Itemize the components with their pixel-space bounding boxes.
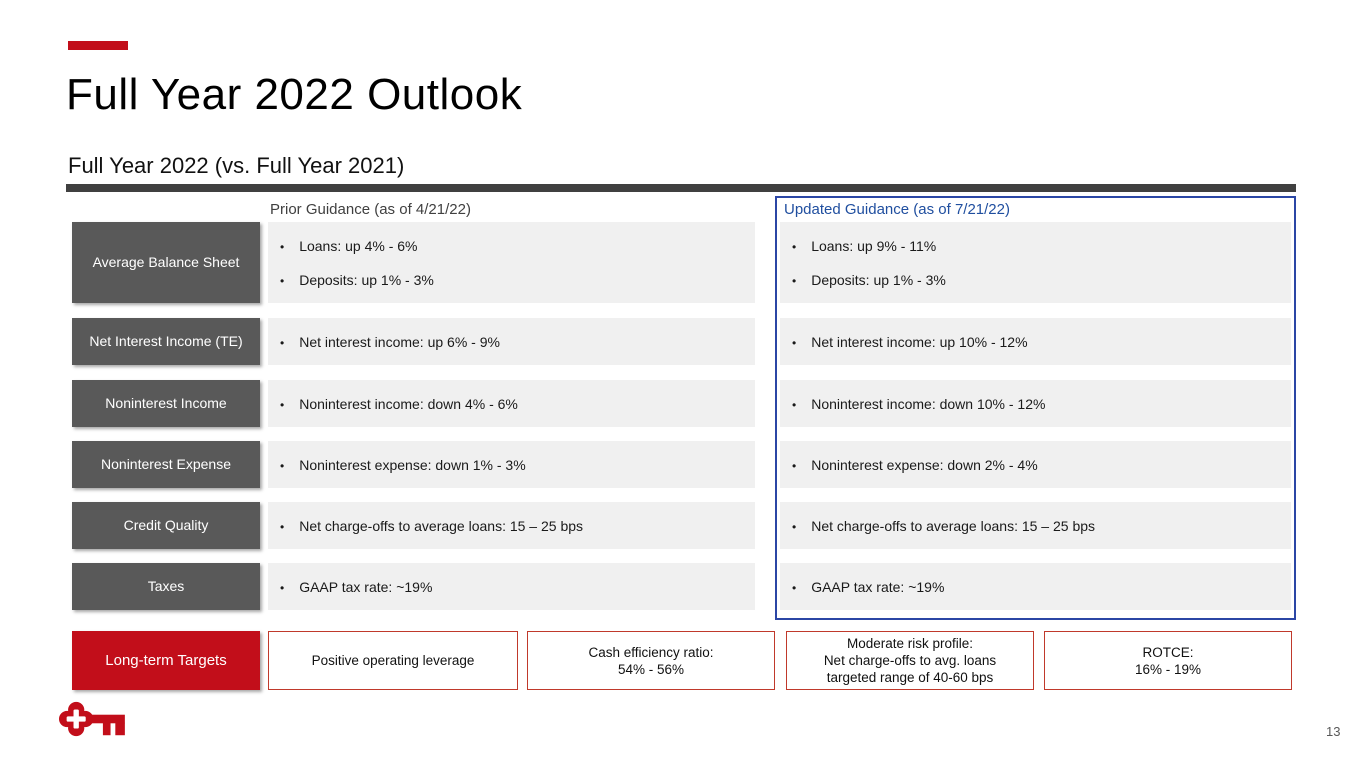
cell-updated-taxes: GAAP tax rate: ~19% — [780, 563, 1291, 610]
cell-updated-net-interest-income: Net interest income: up 10% - 12% — [780, 318, 1291, 365]
cell-prior-average-balance-sheet: Loans: up 4% - 6% Deposits: up 1% - 3% — [268, 222, 755, 303]
target-moderate-risk-profile: Moderate risk profile: Net charge-offs t… — [786, 631, 1034, 690]
cell-prior-net-interest-income: Net interest income: up 6% - 9% — [268, 318, 755, 365]
target-line: 16% - 19% — [1134, 661, 1202, 677]
target-line: Cash efficiency ratio: — [588, 644, 714, 660]
row-label-credit-quality: Credit Quality — [72, 502, 260, 549]
cell-prior-noninterest-income: Noninterest income: down 4% - 6% — [268, 380, 755, 427]
target-cash-efficiency-ratio: Cash efficiency ratio: 54% - 56% — [527, 631, 775, 690]
bullet-item: Loans: up 4% - 6% — [268, 238, 755, 254]
cell-prior-taxes: GAAP tax rate: ~19% — [268, 563, 755, 610]
cell-updated-average-balance-sheet: Loans: up 9% - 11% Deposits: up 1% - 3% — [780, 222, 1291, 303]
bullet-item: Loans: up 9% - 11% — [780, 238, 1291, 254]
target-line: targeted range of 40-60 bps — [826, 670, 994, 685]
target-positive-operating-leverage: Positive operating leverage — [268, 631, 518, 690]
bullet-item: Deposits: up 1% - 3% — [268, 272, 755, 288]
bullet-item: GAAP tax rate: ~19% — [268, 579, 755, 595]
row-label-net-interest-income: Net Interest Income (TE) — [72, 318, 260, 365]
bullet-item: Net interest income: up 6% - 9% — [268, 334, 755, 350]
row-label-noninterest-expense: Noninterest Expense — [72, 441, 260, 488]
updated-guidance-highlight-box — [775, 196, 1296, 620]
slide-subtitle: Full Year 2022 (vs. Full Year 2021) — [68, 153, 405, 178]
page-title: Full Year 2022 Outlook — [66, 70, 523, 119]
target-rotce: ROTCE: 16% - 19% — [1044, 631, 1292, 690]
divider-bar — [66, 184, 1296, 192]
cell-prior-credit-quality: Net charge-offs to average loans: 15 – 2… — [268, 502, 755, 549]
accent-dash — [68, 41, 128, 50]
bullet-item: Deposits: up 1% - 3% — [780, 272, 1291, 288]
target-line: Net charge-offs to avg. loans — [823, 653, 997, 668]
cell-prior-noninterest-expense: Noninterest expense: down 1% - 3% — [268, 441, 755, 488]
bullet-item: Net interest income: up 10% - 12% — [780, 334, 1291, 350]
target-line: Positive operating leverage — [311, 653, 475, 668]
row-label-taxes: Taxes — [72, 563, 260, 610]
bullet-item: Noninterest expense: down 1% - 3% — [268, 457, 755, 473]
page-number: 13 — [1326, 724, 1341, 739]
column-header-prior-guidance: Prior Guidance (as of 4/21/22) — [270, 201, 471, 218]
row-label-average-balance-sheet: Average Balance Sheet — [72, 222, 260, 303]
bullet-item: Noninterest income: down 4% - 6% — [268, 396, 755, 412]
target-line: Moderate risk profile: — [846, 636, 974, 651]
key-logo-icon — [59, 701, 125, 737]
row-label-noninterest-income: Noninterest Income — [72, 380, 260, 427]
bullet-item: GAAP tax rate: ~19% — [780, 579, 1291, 595]
cell-updated-noninterest-income: Noninterest income: down 10% - 12% — [780, 380, 1291, 427]
cell-updated-noninterest-expense: Noninterest expense: down 2% - 4% — [780, 441, 1291, 488]
bullet-item: Noninterest income: down 10% - 12% — [780, 396, 1291, 412]
cell-updated-credit-quality: Net charge-offs to average loans: 15 – 2… — [780, 502, 1291, 549]
target-line: ROTCE: — [1142, 644, 1194, 660]
bullet-item: Net charge-offs to average loans: 15 – 2… — [268, 518, 755, 534]
target-line: 54% - 56% — [617, 661, 685, 677]
bullet-item: Net charge-offs to average loans: 15 – 2… — [780, 518, 1291, 534]
long-term-targets-label: Long-term Targets — [72, 631, 260, 690]
bullet-item: Noninterest expense: down 2% - 4% — [780, 457, 1291, 473]
column-header-updated-guidance: Updated Guidance (as of 7/21/22) — [784, 201, 1010, 218]
